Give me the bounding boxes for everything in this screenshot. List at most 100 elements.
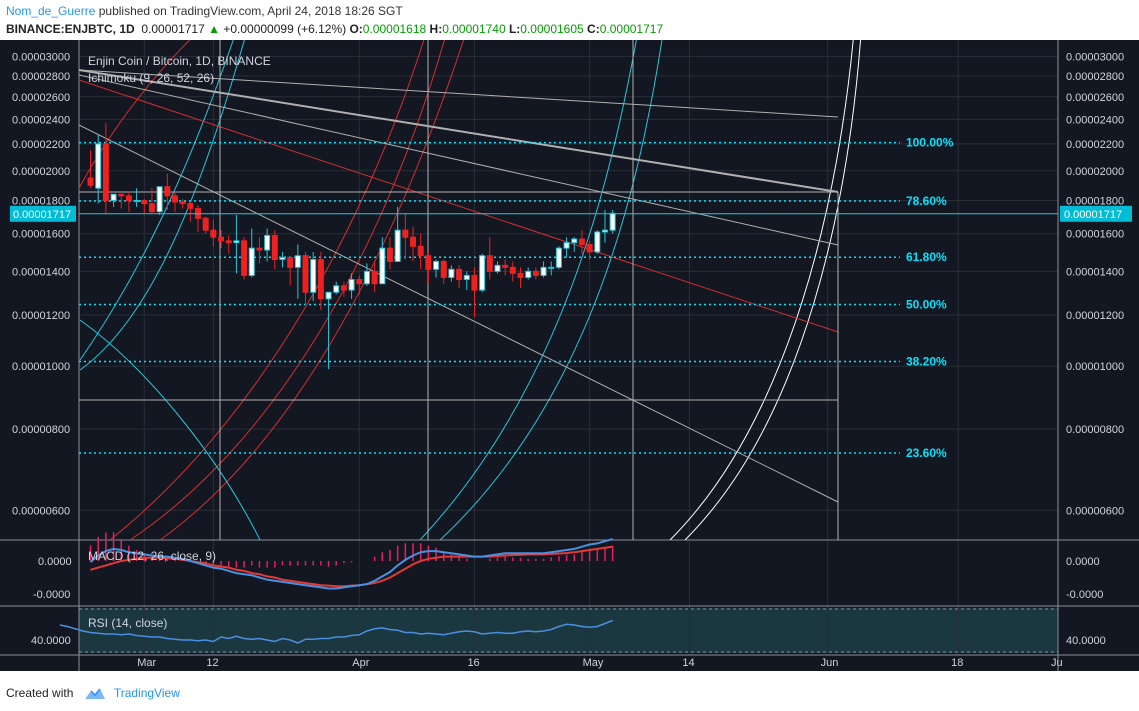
- x-tick-label: Ju: [1051, 657, 1063, 669]
- macd-tick-left: -0.0000: [33, 589, 70, 601]
- candle-body: [325, 291, 332, 300]
- candle-body: [95, 143, 102, 189]
- fib-level-label: 100.00%: [906, 136, 954, 150]
- trend-line-gray: [79, 74, 839, 246]
- candle-body: [402, 229, 409, 238]
- candle-body: [479, 255, 486, 291]
- candle-body: [386, 247, 393, 262]
- candle-body: [287, 257, 294, 268]
- last-price: 0.00001717: [141, 22, 205, 36]
- candle-body: [371, 270, 378, 285]
- candle-body: [310, 259, 317, 293]
- fib-arc-cyan: [419, 40, 637, 540]
- y-tick-label-right: 0.00003000: [1066, 51, 1124, 63]
- candle-body: [164, 186, 171, 197]
- candle-body: [294, 255, 301, 268]
- rsi-band: [79, 608, 1058, 653]
- y-tick-label-right: 0.00002000: [1066, 166, 1124, 178]
- fib-arc-cyan: [79, 319, 261, 540]
- y-tick-label-right: 0.00002800: [1066, 71, 1124, 83]
- tradingview-logo-icon: [84, 688, 105, 699]
- candle-body: [279, 257, 286, 261]
- candle-body: [118, 193, 125, 197]
- rsi-label: RSI (14, close): [88, 616, 167, 630]
- fib-level-label: 78.60%: [906, 194, 947, 208]
- candle-body: [609, 212, 616, 231]
- candle-body: [202, 217, 209, 231]
- macd-tick-left: 0.0000: [38, 556, 72, 568]
- fib-arc-red: [159, 40, 465, 540]
- fib-arc-red: [109, 40, 425, 540]
- y-tick-label-right: 0.00001200: [1066, 310, 1124, 322]
- y-tick-label-left: 0.00002600: [12, 92, 70, 104]
- x-tick-label: 16: [467, 657, 479, 669]
- symbol-label: BINANCE:ENJBTC, 1D: [6, 22, 135, 36]
- chart-title: Enjin Coin / Bitcoin, 1D, BINANCE: [88, 54, 271, 68]
- candle-body: [264, 234, 271, 251]
- fib-arc-white: [669, 40, 854, 540]
- candle-body: [509, 266, 516, 274]
- fib-arc-cyan: [79, 40, 245, 371]
- candle-body: [348, 279, 355, 291]
- y-tick-label-left: 0.00002000: [12, 166, 70, 178]
- candle-body: [241, 240, 248, 276]
- macd-tick-right: -0.0000: [1066, 589, 1103, 601]
- candle-body: [171, 195, 178, 203]
- price-badge-right-text: 0.00001717: [1064, 209, 1122, 221]
- trend-line-gray: [79, 124, 839, 503]
- high-value: 0.00001740: [442, 22, 506, 36]
- fib-arc-red: [79, 40, 191, 190]
- low-value: 0.00001605: [520, 22, 584, 36]
- y-tick-label-right: 0.00000600: [1066, 505, 1124, 517]
- candle-body: [363, 270, 370, 285]
- candle-body: [594, 231, 601, 253]
- macd-line: [89, 538, 613, 590]
- candle-body: [425, 255, 432, 270]
- candle-body: [410, 236, 417, 247]
- candle-body: [517, 272, 524, 278]
- close-label: C:: [587, 22, 600, 36]
- y-tick-label-right: 0.00002200: [1066, 139, 1124, 151]
- candle-body: [340, 285, 347, 291]
- chart-background: [0, 40, 1139, 671]
- footer: Created with TradingView: [6, 686, 180, 701]
- change-value: +0.00000099 (+6.12%): [223, 22, 347, 36]
- candle-body: [302, 255, 309, 293]
- candle-body: [433, 260, 440, 270]
- y-tick-label-left: 0.00002400: [12, 114, 70, 126]
- candle-body: [571, 238, 578, 244]
- y-tick-label-left: 0.00003000: [12, 51, 70, 63]
- candle-body: [540, 266, 547, 276]
- fib-arc-cyan: [79, 40, 234, 361]
- open-value: 0.00001618: [362, 22, 427, 36]
- y-tick-label-left: 0.00001800: [12, 195, 70, 207]
- y-tick-label-right: 0.00002400: [1066, 114, 1124, 126]
- price-chart[interactable]: 100.00% 78.60% 61.80% 50.00% 38.20% 23.60% 0.0…: [0, 40, 1139, 671]
- macd-label: MACD (12, 26, close, 9): [88, 549, 216, 563]
- candle-body: [379, 247, 386, 285]
- main-drawings: [79, 40, 900, 540]
- candle-body: [448, 268, 455, 278]
- candle-body: [394, 229, 401, 262]
- published-text: published on TradingView.com, April 24, …: [95, 4, 403, 18]
- x-tick-label: Mar: [137, 657, 156, 669]
- x-tick-label: 18: [951, 657, 963, 669]
- candle-body: [125, 195, 132, 201]
- trend-line-gray: [79, 69, 839, 193]
- price-badge-left-text: 0.00001717: [13, 209, 71, 221]
- candle-body: [440, 260, 447, 278]
- author-link[interactable]: Nom_de_Guerre: [6, 4, 96, 18]
- candle-body: [601, 229, 608, 233]
- y-tick-label-left: 0.00001600: [12, 229, 70, 241]
- x-tick-label: Apr: [352, 657, 369, 669]
- y-tick-label-right: 0.00002600: [1066, 92, 1124, 104]
- candle-body: [471, 274, 478, 291]
- candle-body: [141, 199, 148, 205]
- tradingview-link[interactable]: TradingView: [113, 686, 180, 700]
- price-badge-left: [10, 205, 76, 222]
- y-tick-label-left: 0.00001200: [12, 310, 70, 322]
- y-tick-label-left: 0.00000600: [12, 505, 70, 517]
- y-tick-label-right: 0.00000800: [1066, 424, 1124, 436]
- trend-line-gray: [79, 69, 839, 118]
- macd-tick-right: 0.0000: [1066, 556, 1100, 568]
